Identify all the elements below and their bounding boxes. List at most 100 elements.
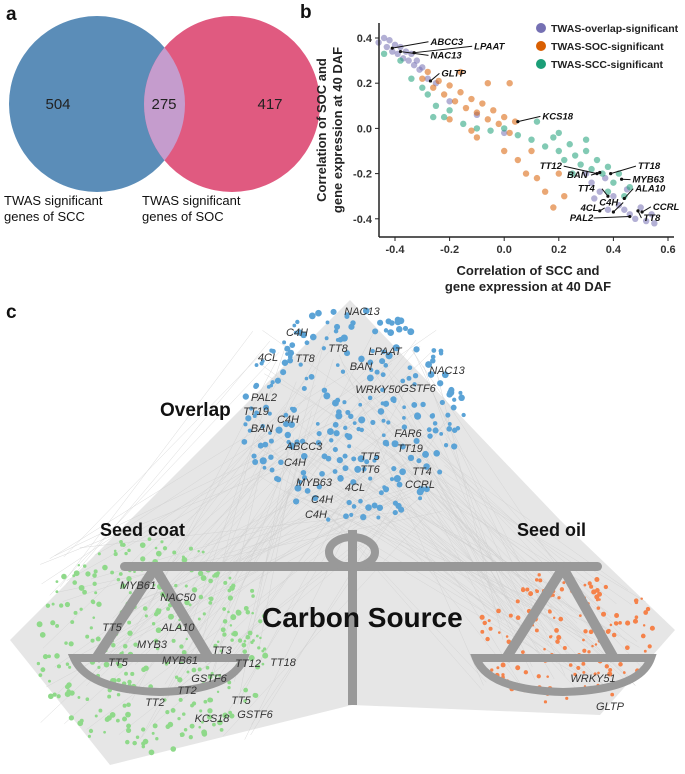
edge	[424, 453, 533, 667]
seed-oil-node	[500, 662, 506, 668]
seed-coat-node	[93, 569, 98, 574]
seed-coat-node	[177, 677, 183, 683]
overlap-node	[385, 352, 393, 360]
seed-coat-node	[227, 680, 232, 685]
seed-coat-node	[115, 718, 120, 723]
overlap-node	[369, 367, 374, 372]
seed-coat-node	[155, 627, 162, 634]
point-TWAS-SOC-significant	[561, 193, 568, 200]
edge	[202, 447, 253, 638]
seed-coat-node	[153, 638, 159, 643]
seed-coat-node	[51, 602, 55, 606]
seed-coat-node	[64, 684, 71, 690]
edge	[314, 517, 588, 682]
seed-coat-node	[98, 708, 103, 713]
seed-coat-node	[90, 599, 95, 604]
seed-coat-node	[210, 671, 214, 675]
overlap-node	[241, 438, 248, 445]
seed-oil-node	[632, 618, 639, 624]
overlap-node	[445, 412, 451, 418]
overlap-node	[269, 467, 275, 473]
overlap-node	[288, 421, 295, 428]
seed-coat-node	[55, 623, 60, 628]
overlap-node	[380, 387, 385, 393]
edge	[381, 406, 490, 617]
overlap-node	[411, 402, 418, 408]
seed-coat-node	[227, 685, 231, 690]
balance-scale-icon	[67, 530, 657, 705]
point-TWAS-overlap-significant	[383, 43, 391, 51]
seed-oil-node	[538, 578, 543, 583]
point-TWAS-SCC-significant	[582, 147, 590, 155]
seed-coat-node	[78, 584, 85, 591]
seed-coat-node	[243, 639, 247, 643]
seed-coat-node	[127, 679, 132, 685]
seed-coat-gene-label: TT12	[235, 658, 261, 670]
overlap-node	[324, 336, 329, 341]
overlap-node	[414, 412, 421, 419]
point-TWAS-SCC-significant	[555, 129, 562, 137]
overlap-gene-label: BAN	[251, 423, 274, 435]
seed-coat-node	[178, 697, 183, 702]
point-TWAS-overlap-significant	[626, 211, 633, 218]
overlap-node	[447, 422, 452, 426]
seed-coat-node	[181, 712, 186, 716]
point-TWAS-SOC-significant	[506, 80, 513, 87]
overlap-node	[399, 468, 406, 476]
seed-oil-node	[634, 615, 639, 620]
seed-oil-node	[643, 610, 649, 615]
seed-oil-node	[521, 650, 525, 654]
seed-coat-node	[90, 638, 95, 643]
point-TWAS-SCC-significant	[561, 156, 568, 164]
overlap-node	[301, 475, 308, 481]
point-TWAS-SCC-significant	[380, 50, 388, 58]
point-TWAS-SOC-significant	[440, 91, 448, 98]
seed-coat-node	[227, 595, 234, 601]
seed-coat-node	[120, 543, 124, 547]
edge	[65, 480, 394, 664]
overlap-node	[315, 309, 322, 317]
seed-coat-node	[222, 712, 228, 719]
seed-coat-node	[228, 576, 232, 580]
y-tick-label: 0.2	[357, 78, 372, 90]
overlap-node	[293, 330, 298, 335]
annotation-arrow	[400, 51, 429, 56]
point-TWAS-SOC-significant	[479, 100, 486, 107]
edge	[190, 462, 394, 634]
overlap-node	[416, 488, 424, 496]
seed-coat-node	[216, 690, 220, 694]
annotation-label: ABCC3	[429, 37, 463, 48]
seed-coat-node	[213, 643, 218, 648]
seed-oil-node	[608, 667, 613, 672]
seed-coat-node	[79, 607, 83, 611]
seed-coat-node	[242, 649, 248, 654]
annotations: ABCC3 LPAAT NAC13 GLTP KCS18 TT12 BAN TT18 MYB63…	[390, 37, 679, 224]
seed-coat-node	[170, 746, 177, 752]
seed-coat-node	[229, 713, 235, 719]
overlap-node	[394, 475, 401, 482]
seed-oil-node	[546, 675, 549, 678]
point-TWAS-SOC-significant	[501, 113, 508, 121]
overlap-node	[301, 385, 307, 391]
seed-coat-node	[207, 674, 213, 680]
seed-coat-node	[198, 594, 204, 600]
seed-coat-node	[181, 650, 187, 655]
seed-coat-gene-label: TT2	[177, 685, 197, 697]
arrow-head	[598, 209, 602, 213]
seed-oil-node	[598, 598, 601, 601]
seed-coat-node	[248, 655, 255, 661]
point-TWAS-SCC-significant	[604, 188, 612, 195]
seed-coat-node	[151, 731, 155, 735]
x-ticks: -0.4 -0.2 0.0 0.2 0.4 0.6	[386, 237, 676, 256]
overlap-gene-label: C4H	[286, 327, 308, 339]
seed-coat-node	[208, 578, 213, 584]
seed-coat-node	[207, 708, 213, 714]
seed-coat-node	[65, 662, 70, 666]
seed-oil-node	[525, 587, 530, 592]
overlap-node	[300, 469, 307, 476]
overlap-node	[344, 350, 351, 357]
seed-oil-node	[508, 613, 513, 618]
seed-oil-node	[515, 615, 521, 621]
